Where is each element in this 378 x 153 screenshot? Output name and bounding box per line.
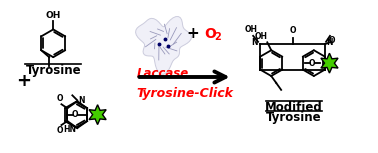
Text: OH: OH bbox=[245, 25, 258, 34]
Text: O: O bbox=[56, 94, 63, 103]
Text: O: O bbox=[329, 36, 335, 45]
Text: Tyrosine: Tyrosine bbox=[25, 64, 81, 77]
Text: Tyrosine: Tyrosine bbox=[266, 111, 322, 124]
Text: N: N bbox=[78, 96, 85, 105]
Polygon shape bbox=[136, 17, 192, 74]
Text: N: N bbox=[252, 38, 258, 47]
Text: +: + bbox=[187, 26, 199, 41]
Text: OH: OH bbox=[46, 11, 61, 20]
Text: O: O bbox=[289, 26, 296, 35]
Text: OH: OH bbox=[255, 32, 268, 41]
Text: N: N bbox=[326, 38, 333, 47]
Text: Laccase: Laccase bbox=[137, 67, 189, 80]
Text: Modified: Modified bbox=[265, 101, 323, 114]
Polygon shape bbox=[321, 53, 338, 73]
Text: O: O bbox=[71, 110, 78, 119]
Text: HN: HN bbox=[63, 125, 76, 134]
Text: O: O bbox=[204, 27, 216, 41]
Text: O: O bbox=[56, 126, 63, 135]
Text: 2: 2 bbox=[214, 32, 220, 42]
Text: +: + bbox=[16, 72, 31, 90]
Polygon shape bbox=[89, 105, 106, 125]
Text: O: O bbox=[308, 59, 315, 68]
Text: Tyrosine-Click: Tyrosine-Click bbox=[136, 87, 234, 100]
